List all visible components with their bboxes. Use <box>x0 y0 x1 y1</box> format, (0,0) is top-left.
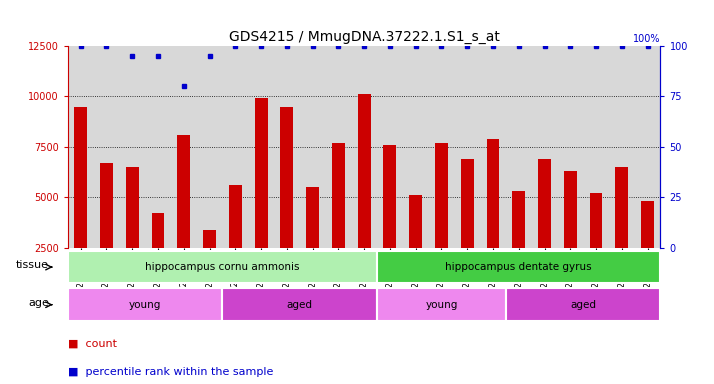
Bar <box>151 214 164 298</box>
Bar <box>383 145 396 298</box>
Bar <box>74 106 87 298</box>
Bar <box>68 251 377 283</box>
Bar <box>126 167 139 298</box>
Bar <box>255 98 268 298</box>
Bar <box>203 230 216 298</box>
Text: age: age <box>28 298 49 308</box>
Bar <box>486 139 499 298</box>
Bar <box>306 187 319 298</box>
Text: young: young <box>426 300 458 310</box>
Text: 100%: 100% <box>633 34 660 44</box>
Text: hippocampus dentate gyrus: hippocampus dentate gyrus <box>446 262 592 272</box>
Bar <box>377 251 660 283</box>
Bar <box>641 201 654 298</box>
Bar <box>68 288 223 321</box>
Bar <box>377 288 506 321</box>
Bar <box>538 159 551 298</box>
Bar <box>590 193 603 298</box>
Bar <box>512 191 526 298</box>
Bar <box>615 167 628 298</box>
Text: hippocampus cornu ammonis: hippocampus cornu ammonis <box>145 262 300 272</box>
Bar <box>281 106 293 298</box>
Text: GDS4215 / MmugDNA.37222.1.S1_s_at: GDS4215 / MmugDNA.37222.1.S1_s_at <box>228 30 500 44</box>
Text: ■  count: ■ count <box>68 338 117 348</box>
Text: tissue: tissue <box>16 260 49 270</box>
Bar <box>461 159 473 298</box>
Text: aged: aged <box>287 300 313 310</box>
Bar <box>223 288 377 321</box>
Bar <box>177 135 190 298</box>
Bar <box>332 143 345 298</box>
Bar <box>564 171 577 298</box>
Bar <box>358 94 371 298</box>
Bar <box>100 163 113 298</box>
Bar <box>229 185 242 298</box>
Bar <box>506 288 660 321</box>
Text: aged: aged <box>570 300 596 310</box>
Text: young: young <box>129 300 161 310</box>
Text: ■  percentile rank within the sample: ■ percentile rank within the sample <box>68 367 273 377</box>
Bar <box>409 195 422 298</box>
Bar <box>435 143 448 298</box>
